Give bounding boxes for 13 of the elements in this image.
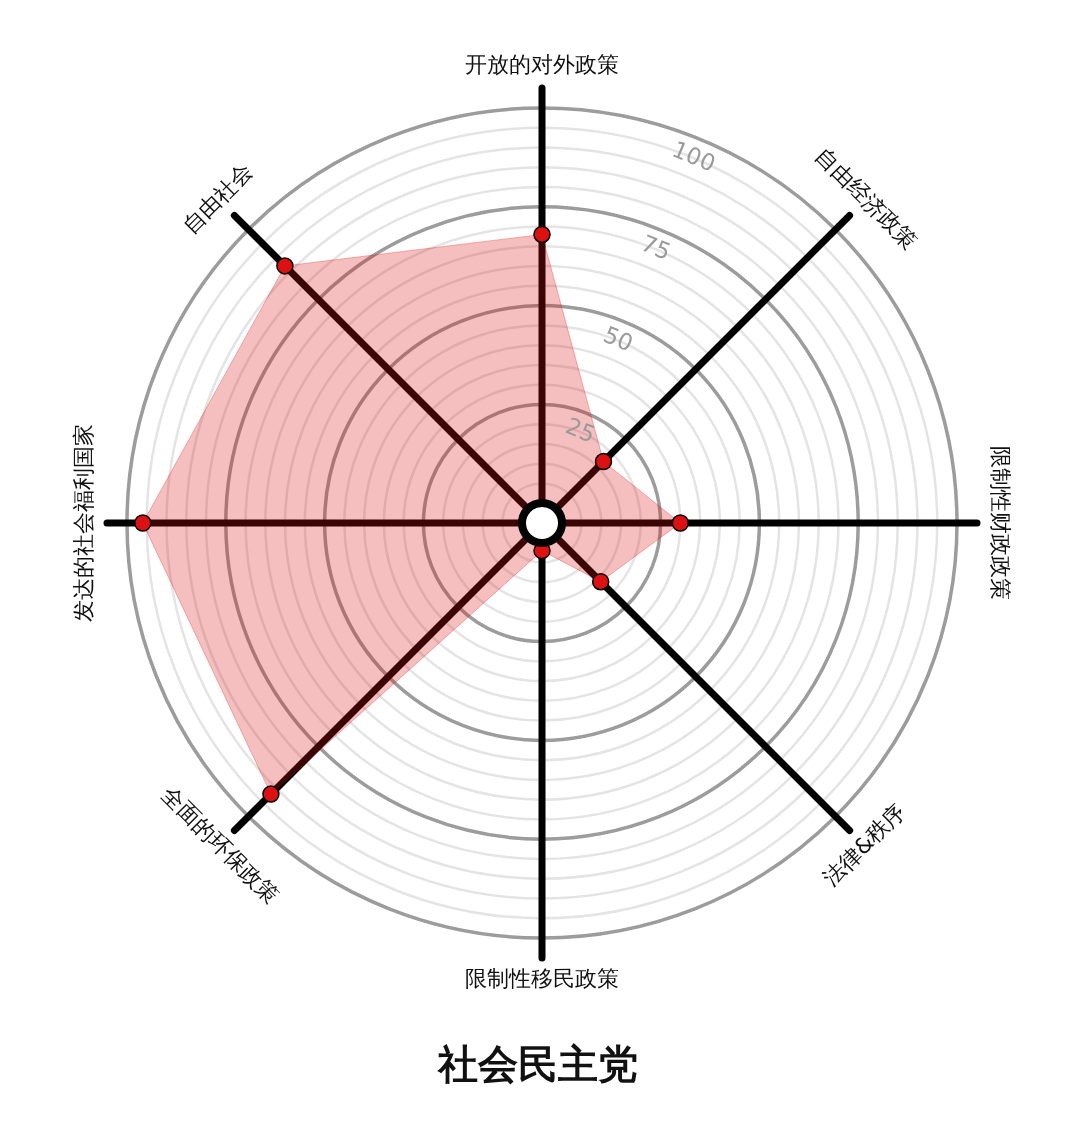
y-tick-label: 100 xyxy=(668,135,720,177)
spoke-label: 自由社会 xyxy=(177,158,258,239)
spoke-label: 发达的社会福利国家 xyxy=(70,424,96,622)
spoke-label: 全面的环保政策 xyxy=(156,781,284,909)
y-tick-label: 50 xyxy=(599,321,637,357)
text: 社会民主党 xyxy=(437,1041,638,1088)
y-tick-label: 75 xyxy=(637,229,675,266)
spoke-label: 自由经济政策 xyxy=(810,143,922,255)
spoke-label: 法律&秩序 xyxy=(817,798,910,891)
spoke-label: 开放的对外政策 xyxy=(465,51,619,77)
y-tick-label: 25 xyxy=(562,412,599,448)
spoke-label: 限制性财政政策 xyxy=(988,446,1014,600)
spoke-label: 限制性移民政策 xyxy=(465,965,619,991)
